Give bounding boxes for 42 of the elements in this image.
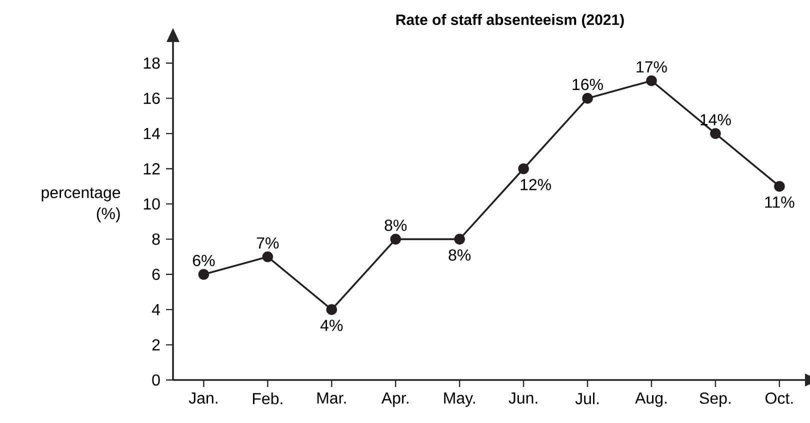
y-axis-title: percentage (%)	[42, 188, 120, 222]
y-tick-label: 6	[152, 268, 160, 280]
x-tick-label: Oct.	[766, 392, 793, 404]
x-tick-label: Jul.	[575, 392, 598, 404]
point	[454, 234, 465, 245]
data-label: 14%	[700, 114, 731, 126]
y-tick-label: 14	[144, 128, 160, 140]
x-tick-label: Mar.	[317, 392, 346, 404]
data-label: 11%	[765, 196, 794, 208]
point	[326, 304, 338, 315]
chart-title: Rate of staff absenteeism (2021)	[396, 14, 624, 28]
y-tick-label: 16	[144, 92, 160, 104]
x-tick-label: May.	[444, 392, 475, 407]
x-tick-label: Apr.	[381, 392, 408, 407]
y-tick-label: 8	[152, 234, 160, 245]
point	[390, 234, 402, 245]
point	[262, 251, 274, 262]
data-label: 17%	[636, 61, 667, 73]
point	[646, 75, 657, 86]
point	[518, 163, 529, 174]
point	[582, 92, 593, 104]
y-tick-label: 2	[152, 339, 160, 350]
data-label: 12%	[520, 178, 551, 190]
point	[774, 180, 785, 192]
data-label: 7%	[256, 237, 279, 249]
x-tick-label: Aug.	[635, 392, 666, 407]
point	[710, 128, 721, 139]
x-tick-label: Feb.	[252, 392, 282, 404]
x-tick-label: Jan.	[188, 392, 218, 404]
data-label: 4%	[320, 320, 343, 331]
x-tick-label: Sep.	[700, 392, 730, 408]
y-tick-label: 18	[144, 57, 160, 69]
data-label: 16%	[572, 78, 603, 90]
x-tick-label: Jun.	[508, 392, 538, 404]
y-tick-label: 0	[152, 374, 160, 386]
data-label: 8%	[448, 249, 471, 261]
point	[198, 268, 210, 280]
data-label: 8%	[384, 220, 407, 231]
data-label: 6%	[192, 254, 215, 266]
y-tick-label: 10	[144, 198, 160, 210]
y-tick-label: 12	[144, 163, 160, 174]
y-tick-label: 4	[152, 304, 160, 316]
